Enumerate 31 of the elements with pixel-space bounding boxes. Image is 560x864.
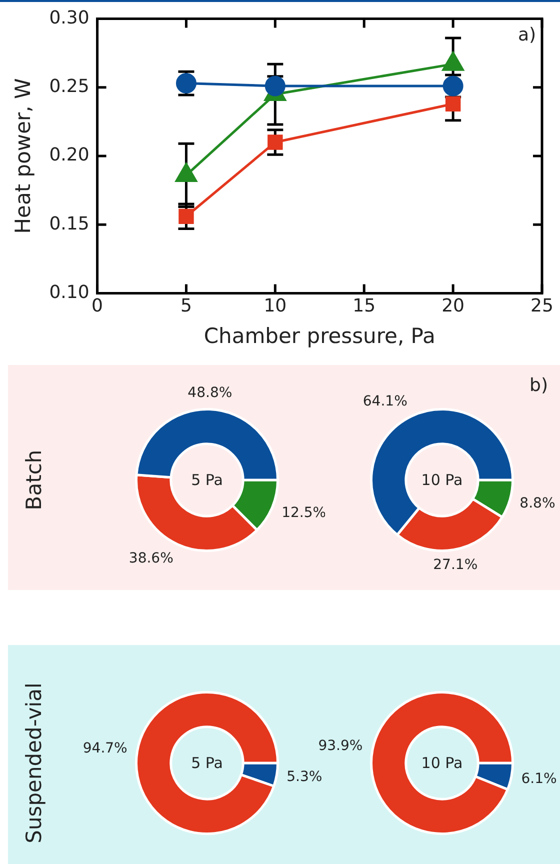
- x-tick-label: 0: [92, 296, 104, 317]
- x-tick-label: 15: [352, 296, 376, 317]
- y-axis-title: Heat power, W: [11, 78, 36, 234]
- y-tick-label: 0.20: [49, 144, 90, 166]
- x-tick-label: 25: [530, 296, 554, 317]
- text: Batch: [22, 450, 46, 510]
- data-label: 8.8%: [520, 495, 556, 512]
- text: 10 Pa: [420, 470, 464, 490]
- text: Suspended-vial: [22, 682, 46, 844]
- x-axis-title: Chamber pressure, Pa: [204, 324, 436, 348]
- data-label: 6.1%: [521, 771, 557, 788]
- y-tick-label: 0.15: [49, 213, 90, 234]
- y-tick-label: 0.10: [49, 282, 90, 303]
- data-label: 94.7%: [82, 740, 128, 756]
- x-tick-label: 10: [264, 296, 287, 317]
- y-tick-label: 0.25: [49, 76, 90, 98]
- data-label: 5.3%: [286, 769, 322, 786]
- data-label: 64.1%: [362, 393, 408, 410]
- data-label: 48.8%: [188, 384, 232, 401]
- y-tick-label: 0.30: [49, 7, 90, 28]
- data-label: 12.5%: [282, 504, 326, 521]
- data-label: 38.6%: [128, 550, 174, 567]
- text: 5 Pa: [190, 753, 224, 773]
- text: b): [530, 375, 548, 396]
- annotation: a): [518, 24, 536, 46]
- text: 10 Pa: [420, 753, 464, 773]
- text: 5 Pa: [190, 470, 224, 490]
- data-label: 93.9%: [318, 738, 363, 754]
- data-label: 27.1%: [433, 557, 478, 574]
- x-tick-label: 5: [180, 296, 192, 317]
- x-tick-label: 20: [442, 296, 465, 317]
